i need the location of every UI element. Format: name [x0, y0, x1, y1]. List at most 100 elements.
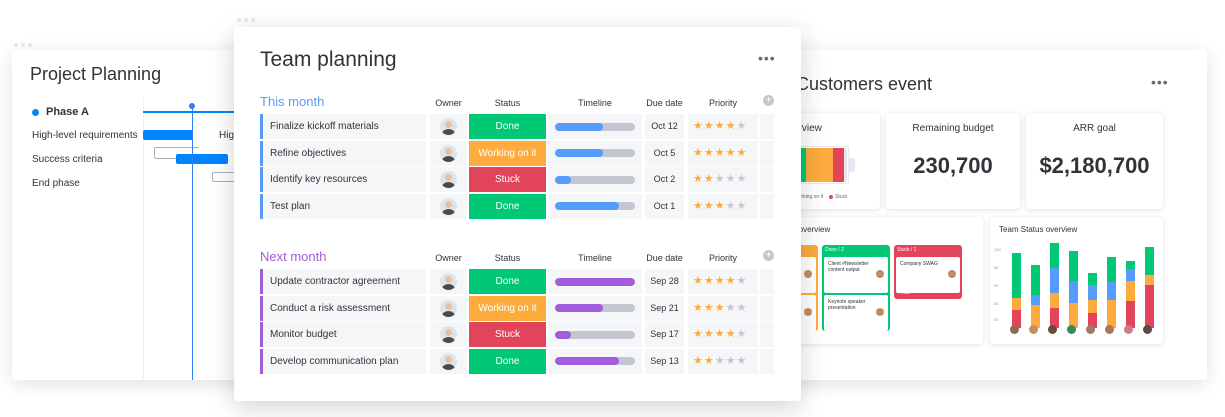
column-header-priority[interactable]: Priority	[708, 98, 737, 108]
timeline-cell[interactable]	[548, 269, 642, 294]
star-icon[interactable]: ★	[736, 120, 748, 132]
star-icon[interactable]: ★	[736, 275, 748, 287]
star-icon[interactable]: ★	[693, 328, 704, 340]
due-date[interactable]: Sep 28	[645, 269, 684, 294]
kanban-card[interactable]: Client #Newsletter content output	[824, 257, 888, 293]
column-header-status[interactable]: Status	[494, 98, 521, 108]
star-icon[interactable]: ★	[693, 199, 704, 212]
table-row[interactable]: Develop communication plan Done Sep 13 ★★★★…	[260, 348, 774, 374]
star-icon[interactable]: ★	[714, 328, 726, 340]
owner-cell[interactable]	[430, 114, 467, 139]
more-options-icon[interactable]: •••	[758, 50, 776, 66]
star-icon[interactable]: ★	[693, 146, 704, 159]
star-icon[interactable]: ★	[714, 301, 726, 314]
due-date[interactable]: Sep 17	[645, 322, 684, 347]
timeline-cell[interactable]	[548, 322, 642, 347]
remaining-budget-widget[interactable]: Remaining budget 230,700	[886, 113, 1020, 209]
star-icon[interactable]: ★	[714, 173, 726, 185]
item-name[interactable]: Update contractor agreement	[260, 269, 426, 294]
star-icon[interactable]: ★	[714, 275, 726, 287]
kanban-card[interactable]: Company SWAG	[896, 257, 960, 293]
column-header-owner[interactable]: Owner	[435, 98, 462, 108]
star-icon[interactable]: ★	[714, 354, 726, 367]
star-icon[interactable]: ★	[714, 199, 726, 212]
star-icon[interactable]: ★	[693, 275, 704, 287]
priority-rating[interactable]: ★★★★★	[688, 322, 758, 347]
add-column-icon[interactable]: +	[763, 250, 774, 261]
star-icon[interactable]: ★	[693, 354, 704, 367]
column-header-status[interactable]: Status	[494, 253, 521, 263]
star-icon[interactable]: ★	[725, 275, 737, 287]
status-label[interactable]: Done	[469, 114, 546, 139]
star-icon[interactable]: ★	[703, 354, 715, 367]
arr-goal-widget[interactable]: ARR goal $2,180,700	[1026, 113, 1163, 209]
star-icon[interactable]: ★	[703, 275, 715, 287]
column-header-due[interactable]: Due date	[646, 98, 683, 108]
due-date[interactable]: Oct 5	[645, 140, 684, 166]
priority-rating[interactable]: ★★★★★	[688, 348, 758, 374]
timeline-cell[interactable]	[548, 295, 642, 321]
star-icon[interactable]: ★	[736, 146, 748, 159]
star-icon[interactable]: ★	[703, 328, 715, 340]
status-label[interactable]: Stuck	[469, 167, 546, 192]
star-icon[interactable]: ★	[703, 301, 715, 314]
status-label[interactable]: Working on it	[469, 295, 546, 321]
due-date[interactable]: Oct 1	[645, 193, 684, 219]
star-icon[interactable]: ★	[703, 146, 715, 159]
due-date[interactable]: Oct 2	[645, 167, 684, 192]
star-icon[interactable]: ★	[725, 146, 737, 159]
team-status-widget[interactable]: Team Status overview 100 80 60 40 20	[990, 217, 1163, 344]
due-date[interactable]: Sep 21	[645, 295, 684, 321]
star-icon[interactable]: ★	[703, 120, 715, 132]
owner-cell[interactable]	[430, 140, 467, 166]
group-title[interactable]: This month	[260, 94, 325, 109]
board-title[interactable]: Team planning	[260, 48, 397, 71]
star-icon[interactable]: ★	[693, 173, 704, 185]
star-icon[interactable]: ★	[736, 199, 748, 212]
gantt-task-name[interactable]: End phase	[32, 178, 80, 189]
item-name[interactable]: Refine objectives	[260, 140, 426, 166]
item-name[interactable]: Test plan	[260, 193, 426, 219]
gantt-bar[interactable]	[176, 154, 228, 164]
timeline-cell[interactable]	[548, 114, 642, 139]
table-row[interactable]: Test plan Done Oct 1 ★★★★★	[260, 193, 774, 219]
star-icon[interactable]: ★	[725, 301, 737, 314]
status-label[interactable]: Done	[469, 193, 546, 219]
timeline-cell[interactable]	[548, 140, 642, 166]
star-icon[interactable]: ★	[714, 146, 726, 159]
column-header-timeline[interactable]: Timeline	[578, 253, 612, 263]
status-label[interactable]: Working on it	[469, 140, 546, 166]
priority-rating[interactable]: ★★★★★	[688, 295, 758, 321]
gantt-task-name[interactable]: High-level requirements	[32, 130, 138, 141]
star-icon[interactable]: ★	[736, 173, 748, 185]
owner-cell[interactable]	[430, 193, 467, 219]
item-name[interactable]: Identify key resources	[260, 167, 426, 192]
star-icon[interactable]: ★	[693, 120, 704, 132]
star-icon[interactable]: ★	[703, 173, 715, 185]
gantt-task-name[interactable]: Success criteria	[32, 154, 103, 165]
star-icon[interactable]: ★	[736, 328, 748, 340]
due-date[interactable]: Oct 12	[645, 114, 684, 139]
priority-rating[interactable]: ★★★★★	[688, 167, 758, 192]
status-label[interactable]: Done	[469, 348, 546, 374]
item-name[interactable]: Monitor budget	[260, 322, 426, 347]
table-row[interactable]: Monitor budget Stuck Sep 17 ★★★★★	[260, 322, 774, 347]
kanban-add-button[interactable]: + Add	[897, 290, 910, 296]
column-header-priority[interactable]: Priority	[708, 253, 737, 263]
status-overview-widget[interactable]: us overview Done / 2 Client #Newsletter …	[770, 217, 983, 344]
due-date[interactable]: Sep 13	[645, 348, 684, 374]
priority-rating[interactable]: ★★★★★	[688, 193, 758, 219]
kanban-add-button[interactable]: + Add	[825, 322, 838, 328]
star-icon[interactable]: ★	[703, 199, 715, 212]
item-name[interactable]: Conduct a risk assessment	[260, 295, 426, 321]
column-header-timeline[interactable]: Timeline	[578, 98, 612, 108]
star-icon[interactable]: ★	[736, 354, 748, 367]
kanban-card[interactable]: Keynote speaker presentation	[824, 295, 888, 331]
star-icon[interactable]: ★	[714, 120, 726, 132]
item-name[interactable]: Develop communication plan	[260, 348, 426, 374]
owner-cell[interactable]	[430, 269, 467, 294]
table-row[interactable]: Finalize kickoff materials Done Oct 12 ★★★★…	[260, 114, 774, 139]
table-row[interactable]: Update contractor agreement Done Sep 28 ★★★…	[260, 269, 774, 294]
timeline-cell[interactable]	[548, 193, 642, 219]
star-icon[interactable]: ★	[693, 301, 704, 314]
